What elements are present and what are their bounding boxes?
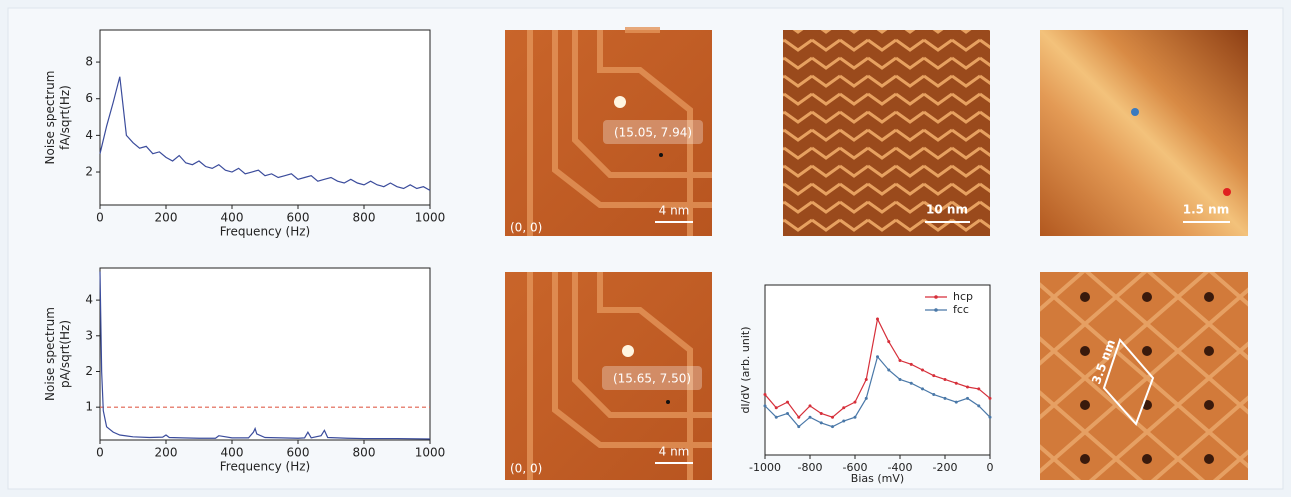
x-axis-label: Frequency (Hz) bbox=[220, 225, 311, 239]
data-point bbox=[988, 415, 992, 419]
x-tick-label: 0 bbox=[96, 446, 104, 460]
x-tick-label: -600 bbox=[843, 461, 868, 474]
data-point bbox=[876, 355, 879, 359]
y-tick-label: 3 bbox=[85, 328, 93, 342]
data-point bbox=[977, 404, 981, 408]
data-point bbox=[797, 425, 801, 429]
x-tick-label: 600 bbox=[287, 446, 310, 460]
stm-image: (15.65, 7.50) 4 nm (0, 0) bbox=[505, 272, 712, 480]
scale-label: 1.5 nm bbox=[1183, 203, 1229, 217]
y-tick-label: 8 bbox=[85, 55, 93, 69]
x-tick-label: -200 bbox=[933, 461, 958, 474]
data-point bbox=[977, 387, 981, 391]
x-tick-label: 800 bbox=[353, 446, 376, 460]
data-point bbox=[763, 404, 767, 408]
data-line bbox=[99, 76, 431, 191]
plot-frame bbox=[764, 284, 991, 456]
x-tick-label: -400 bbox=[888, 461, 913, 474]
data-point bbox=[954, 400, 958, 404]
data-line bbox=[99, 271, 431, 440]
data-point bbox=[898, 377, 902, 381]
data-point bbox=[819, 421, 823, 425]
data-point bbox=[943, 377, 947, 381]
data-point bbox=[932, 374, 936, 378]
data-point bbox=[932, 393, 936, 397]
y-axis-label: fA/sqrt(Hz) bbox=[58, 85, 72, 150]
legend-marker bbox=[934, 308, 938, 312]
x-tick-label: 400 bbox=[221, 211, 244, 225]
data-point bbox=[819, 411, 823, 415]
data-point bbox=[921, 368, 924, 372]
stm-image: 10 nm bbox=[783, 30, 990, 236]
data-point bbox=[909, 362, 913, 366]
y-tick-label: 1 bbox=[85, 400, 93, 414]
data-point bbox=[853, 400, 857, 404]
x-tick-label: 400 bbox=[221, 446, 244, 460]
data-point bbox=[786, 411, 789, 415]
data-point bbox=[876, 317, 879, 321]
y-tick-label: 4 bbox=[85, 293, 93, 307]
data-point bbox=[887, 340, 891, 344]
data-point bbox=[786, 400, 789, 404]
origin-label: (0, 0) bbox=[510, 462, 542, 476]
data-point bbox=[831, 415, 834, 419]
data-point bbox=[909, 381, 913, 385]
data-point bbox=[842, 419, 846, 423]
stm-image: 1.5 nm bbox=[1040, 30, 1248, 236]
x-tick-label: -800 bbox=[798, 461, 823, 474]
data-point bbox=[831, 425, 834, 429]
stm-image: (15.05, 7.94) 4 nm (0, 0) bbox=[505, 27, 712, 236]
data-point bbox=[921, 387, 924, 391]
x-axis-label: Bias (mV) bbox=[851, 472, 904, 485]
y-axis-label: Noise spectrum bbox=[43, 71, 57, 165]
legend-marker bbox=[934, 295, 938, 299]
legend-label: hcp bbox=[953, 290, 973, 303]
y-axis-label: Noise spectrum bbox=[43, 307, 57, 401]
stm-image: 3.5 nm bbox=[1040, 272, 1248, 480]
data-point bbox=[887, 368, 891, 372]
data-point bbox=[898, 359, 902, 363]
x-tick-label: 0 bbox=[987, 461, 994, 474]
x-tick-label: 600 bbox=[287, 211, 310, 225]
x-tick-label: 1000 bbox=[415, 446, 446, 460]
y-axis-label: dI/dV (arb. unit) bbox=[739, 326, 752, 413]
data-point bbox=[864, 396, 868, 400]
data-point bbox=[966, 396, 969, 400]
x-tick-label: -1000 bbox=[749, 461, 781, 474]
data-point bbox=[966, 385, 969, 389]
scale-label: 4 nm bbox=[659, 445, 690, 459]
data-point bbox=[774, 415, 778, 419]
data-point bbox=[842, 406, 846, 410]
data-point bbox=[774, 406, 778, 410]
data-point bbox=[954, 381, 958, 385]
y-tick-label: 4 bbox=[85, 128, 93, 142]
data-point bbox=[864, 377, 868, 381]
x-tick-label: 800 bbox=[353, 211, 376, 225]
legend-label: fcc bbox=[953, 303, 969, 316]
x-tick-label: 0 bbox=[96, 211, 104, 225]
coordinate-label: (15.65, 7.50) bbox=[613, 372, 691, 386]
coordinate-label: (15.05, 7.94) bbox=[614, 126, 692, 140]
x-axis-label: Frequency (Hz) bbox=[220, 460, 311, 474]
data-point bbox=[763, 393, 767, 397]
data-point bbox=[808, 415, 812, 419]
x-tick-label: 200 bbox=[155, 446, 178, 460]
data-point bbox=[797, 415, 801, 419]
x-tick-label: 200 bbox=[155, 211, 178, 225]
data-point bbox=[808, 404, 812, 408]
scale-label: 4 nm bbox=[659, 204, 690, 218]
plot-frame bbox=[99, 267, 431, 441]
y-tick-label: 2 bbox=[85, 165, 93, 179]
y-tick-label: 2 bbox=[85, 364, 93, 378]
plot-frame bbox=[99, 29, 431, 206]
data-point bbox=[853, 415, 857, 419]
scale-label: 10 nm bbox=[926, 203, 968, 217]
y-tick-label: 6 bbox=[85, 91, 93, 105]
x-tick-label: 1000 bbox=[415, 211, 446, 225]
y-axis-label: pA/sqrt(Hz) bbox=[58, 320, 72, 388]
data-point bbox=[988, 396, 992, 400]
origin-label: (0, 0) bbox=[510, 221, 542, 235]
data-point bbox=[943, 396, 947, 400]
